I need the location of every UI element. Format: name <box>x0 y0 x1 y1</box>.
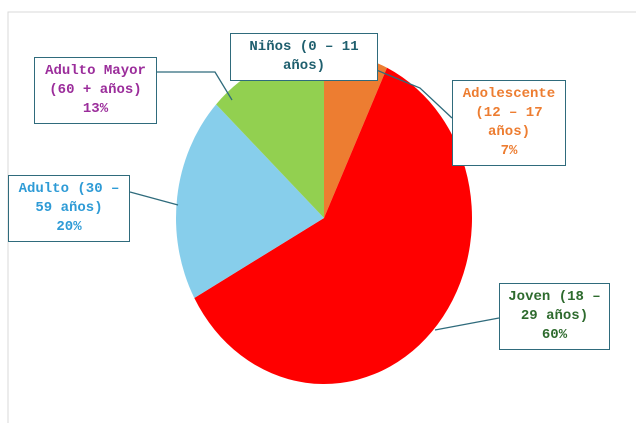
data-label: Adulto (30 – 59 años) 20% <box>8 175 130 242</box>
pie-slice <box>324 52 388 218</box>
data-label: Adolescente (12 – 17 años) 7% <box>452 80 566 166</box>
pie-slice <box>216 52 324 218</box>
pie-slice <box>176 104 324 298</box>
frame <box>7 11 636 423</box>
value-label: 60% <box>541 327 568 343</box>
category-label: Joven (18 – 29 años) <box>508 289 601 324</box>
pie-slice <box>194 67 473 385</box>
category-label: Adulto (30 – 59 años) <box>18 181 120 216</box>
category-label: Niños (0 – 11 años) <box>249 39 359 74</box>
category-label: Adolescente (12 – 17 años) <box>462 86 556 140</box>
value-label: 20% <box>56 219 82 235</box>
value-label: 13% <box>82 101 109 117</box>
data-label: Joven (18 – 29 años) 60% <box>499 283 610 350</box>
data-label: Adulto Mayor (60 + años) 13% <box>34 57 157 124</box>
leader-line <box>157 71 233 101</box>
data-label: Niños (0 – 11 años) <box>230 33 378 81</box>
category-label: Adulto Mayor (60 + años) <box>45 63 146 98</box>
leader-line <box>434 317 500 331</box>
leader-line <box>129 191 179 206</box>
value-label: 7% <box>500 143 518 159</box>
